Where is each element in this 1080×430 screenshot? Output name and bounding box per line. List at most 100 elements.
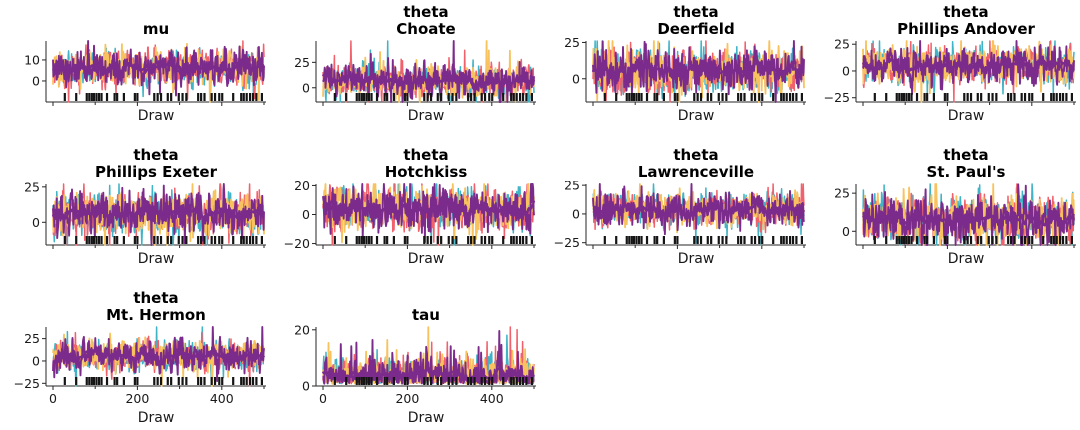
y-tick-label: 25 — [834, 38, 850, 52]
x-axis-label: Draw — [408, 410, 445, 426]
x-tick-label: 200 — [125, 391, 149, 406]
trace-plot-canvas: 25 0 −25 0 200 400 Draw — [14, 326, 266, 426]
trace-smooth-line — [861, 57, 1075, 73]
panel-title-line: theta — [673, 3, 719, 21]
trace-plot-canvas: 25 0 −25 Draw — [554, 181, 806, 267]
panel-title: theta St. Paul's — [856, 143, 1076, 181]
panel-title: theta Lawrenceville — [586, 143, 806, 181]
trace-panel-theta-phillips-exeter: theta Phillips Exeter 25 0 Draw — [0, 143, 270, 286]
x-axis-label: Draw — [678, 251, 715, 267]
y-tick-label: 0 — [302, 80, 310, 95]
panel-title-line: tau — [412, 306, 440, 324]
trace-panel-theta-choate: theta Choate 25 0 Draw — [270, 0, 540, 143]
y-tick-label: 0 — [302, 207, 310, 222]
y-tick-label: 25 — [564, 38, 580, 50]
x-axis-label: Draw — [138, 251, 175, 267]
panel-title-line: Deerfield — [657, 20, 735, 38]
x-tick-label: 200 — [395, 391, 419, 406]
x-axis-label: Draw — [408, 251, 445, 267]
panel-title-line: theta — [673, 146, 719, 164]
panel-title: theta Mt. Hermon — [46, 286, 266, 324]
panel-title-line: Hotchkiss — [384, 163, 468, 181]
trace-plot-canvas: 25 0 Draw — [834, 183, 1076, 267]
y-tick-label: 25 — [24, 331, 40, 346]
y-tick-label: 25 — [564, 181, 580, 193]
panel-title-line: mu — [142, 20, 170, 38]
panel-title-line: theta — [133, 146, 179, 164]
trace-plot-canvas: 25 0 Draw — [294, 40, 536, 124]
trace-smooth-line — [52, 349, 265, 365]
x-tick-label: 400 — [480, 391, 504, 406]
trace-line-chain-4 — [592, 40, 805, 103]
y-tick-label: 0 — [32, 215, 40, 230]
trace-panel-theta-phillips-andover: theta Phillips Andover 25 0 −25 Draw — [810, 0, 1080, 143]
panel-title-line: Phillips Andover — [897, 20, 1035, 38]
trace-line-chain-4 — [592, 183, 805, 236]
x-axis-label: Draw — [678, 108, 715, 124]
panel-title: theta Phillips Andover — [856, 0, 1076, 38]
trace-plot-canvas: 25 0 Draw — [564, 38, 806, 124]
panel-title: theta Deerfield — [586, 0, 806, 38]
x-tick-label: 0 — [319, 391, 327, 406]
y-tick-label: 0 — [572, 71, 580, 86]
y-tick-label: −25 — [824, 90, 850, 105]
trace-panel-theta-lawrenceville: theta Lawrenceville 25 0 −25 Draw — [540, 143, 810, 286]
panel-title-line: Choate — [396, 20, 456, 38]
trace-panel-theta-st-pauls: theta St. Paul's 25 0 Draw — [810, 143, 1080, 286]
trace-smooth-line — [591, 61, 805, 80]
trace-smooth-line — [321, 367, 535, 381]
y-tick-label: 0 — [32, 353, 40, 368]
trace-panel-tau: tau 20 0 0 200 400 Draw — [270, 286, 540, 430]
y-tick-label: 20 — [294, 181, 310, 193]
panel-title-line: theta — [943, 146, 989, 164]
y-tick-label: 0 — [32, 73, 40, 88]
trace-smooth-line — [51, 61, 265, 75]
panel-title-line: theta — [403, 3, 449, 21]
y-tick-label: 0 — [302, 379, 310, 394]
trace-plot-canvas: 25 0 Draw — [24, 181, 266, 267]
panel-title: theta Phillips Exeter — [46, 143, 266, 181]
panel-title: mu — [46, 0, 266, 38]
trace-panel-theta-hotchkiss: theta Hotchkiss 20 0 −20 Draw — [270, 143, 540, 286]
trace-panel-theta-mt-hermon: theta Mt. Hermon 25 0 −25 0 200 400 Draw — [0, 286, 270, 430]
panel-title-line: theta — [403, 146, 449, 164]
x-axis-label: Draw — [138, 108, 175, 124]
trace-smooth-line — [51, 206, 265, 220]
x-axis-label: Draw — [948, 251, 985, 267]
y-tick-label: 25 — [294, 55, 310, 70]
panel-title-line: Mt. Hermon — [106, 306, 206, 324]
trace-smooth-line — [321, 73, 536, 88]
panel-title-line: Lawrenceville — [637, 163, 755, 181]
y-tick-label: 25 — [834, 186, 850, 201]
x-axis-label: Draw — [948, 108, 985, 124]
y-tick-label: −20 — [284, 236, 310, 251]
trace-smooth-line — [592, 202, 805, 217]
trace-smooth-line — [862, 213, 1075, 227]
panel-title: theta Choate — [316, 0, 536, 38]
panel-title-line: theta — [133, 289, 179, 307]
y-tick-label: 0 — [572, 206, 580, 221]
y-tick-label: 0 — [842, 224, 850, 239]
panel-title-line: Phillips Exeter — [95, 163, 217, 181]
y-tick-label: 10 — [24, 52, 40, 67]
y-tick-label: 0 — [842, 63, 850, 78]
trace-panel-theta-deerfield: theta Deerfield 25 0 Draw — [540, 0, 810, 143]
trace-line-chain-4 — [862, 40, 1075, 96]
y-tick-label: 25 — [24, 181, 40, 194]
y-tick-label: 20 — [294, 324, 310, 337]
trace-plot-canvas: 20 0 −20 Draw — [284, 181, 536, 267]
trace-smooth-line — [322, 200, 536, 217]
panel-title-line: theta — [943, 3, 989, 21]
trace-panel-mu: mu 10 0 Draw — [0, 0, 270, 143]
panel-title: tau — [316, 286, 536, 324]
y-tick-label: −25 — [14, 376, 40, 391]
x-tick-label: 0 — [49, 391, 57, 406]
x-axis-label: Draw — [138, 410, 175, 426]
x-axis-label: Draw — [408, 108, 445, 124]
trace-plot-canvas: 10 0 Draw — [24, 40, 266, 124]
panel-title: theta Hotchkiss — [316, 143, 536, 181]
x-tick-label: 400 — [210, 391, 234, 406]
